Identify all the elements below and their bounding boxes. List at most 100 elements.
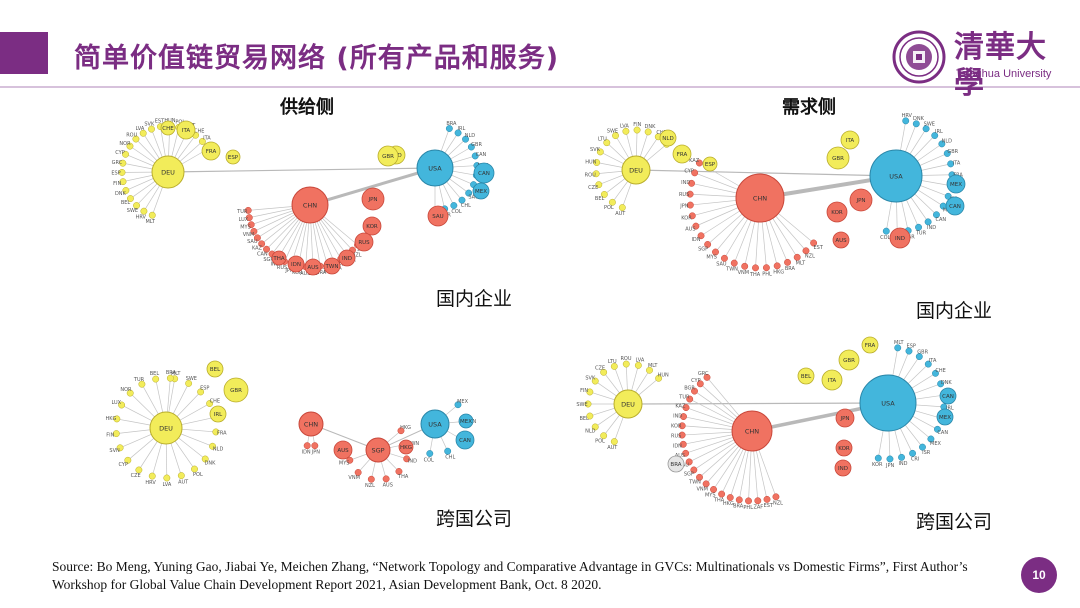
leaf-node <box>596 148 604 156</box>
leaf-label: ROU <box>126 133 137 139</box>
leaf-label: CRI <box>911 457 919 463</box>
hub-label: USA <box>881 400 895 408</box>
leaf-node <box>752 264 759 272</box>
leaf-node <box>686 201 694 209</box>
leaf-node <box>927 435 935 443</box>
leaf-node <box>201 455 209 463</box>
leaf-node <box>688 212 696 220</box>
leaf-node <box>163 474 171 482</box>
country-node <box>821 369 843 391</box>
leaf-label: MEX <box>457 399 468 405</box>
leaf-node <box>646 366 653 374</box>
leaf-label: AUS <box>300 271 310 277</box>
leaf-label: IND <box>673 413 682 419</box>
leaf-label: NZL <box>805 253 815 259</box>
leaf-node <box>730 259 738 267</box>
country-label: ESP <box>705 162 716 168</box>
caption-domestic-supply: 国内企业 <box>436 288 513 310</box>
leaf-label: PHL <box>762 272 772 278</box>
hub-node <box>731 410 773 452</box>
leaf-node <box>622 127 630 135</box>
leaf-node <box>198 138 206 145</box>
leaf-label: BEL <box>150 371 160 377</box>
country-node <box>835 439 853 457</box>
leaf-label: MLT <box>171 371 181 377</box>
hub-label: CHN <box>303 202 317 210</box>
leaf-node <box>704 241 712 248</box>
leaf-label: HKG <box>723 501 734 507</box>
leaf-label: LTU <box>608 359 617 365</box>
country-label: GBR <box>230 388 242 394</box>
leaf-label: LVA <box>636 358 645 364</box>
country-node <box>946 174 966 194</box>
country-node <box>826 146 850 170</box>
leaf-node <box>403 455 411 463</box>
supply-side-heading: 供给侧 <box>280 97 334 118</box>
country-label: MEX <box>939 415 951 421</box>
leaf-label: LUX <box>111 400 121 406</box>
leaf-label: AUS <box>383 483 393 489</box>
leaf-label: CHE <box>210 399 220 405</box>
leaf-node <box>932 369 939 377</box>
leaf-label: HUN <box>658 372 669 378</box>
hub-label: CHN <box>753 195 767 203</box>
country-label: CAN <box>949 204 961 210</box>
leaf-label: DNK <box>913 116 925 122</box>
leaf-label: ZAF <box>753 505 763 511</box>
leaf-node <box>688 179 696 187</box>
page-number-badge: 10 <box>1021 557 1057 593</box>
country-label: THA <box>272 256 284 262</box>
leaf-label: NLD <box>465 133 476 139</box>
leaf-node <box>682 404 690 412</box>
leaf-label: JPN <box>311 450 320 456</box>
country-node <box>354 232 374 252</box>
leaf-label: LUX <box>239 217 249 223</box>
leaf-node <box>919 443 926 451</box>
leaf-label: BGR <box>684 386 695 392</box>
country-label: FRA <box>865 343 876 349</box>
leaf-label: GRC <box>698 371 709 377</box>
leaf-node <box>133 202 140 210</box>
country-node <box>797 367 815 385</box>
leaf-node <box>924 360 932 368</box>
leaf-label: AUT <box>615 211 626 217</box>
university-name-cn: 清華大學 <box>954 30 1047 101</box>
hub-label: DEU <box>161 169 175 177</box>
country-node <box>271 250 287 266</box>
hub-label: USA <box>428 165 442 173</box>
caption-mne-demand: 跨国公司 <box>916 511 993 533</box>
hub-node <box>365 437 391 463</box>
leaf-node <box>354 469 362 476</box>
leaf-label: VNM <box>696 486 707 492</box>
leaf-label: SGP <box>684 471 694 477</box>
leaf-node <box>116 444 124 452</box>
leaf-label: KAZ <box>252 246 263 252</box>
title-divider <box>0 86 1080 88</box>
leaf-node <box>197 388 205 396</box>
leaf-label: DNK <box>204 461 216 467</box>
leaf-node <box>444 447 452 455</box>
leaf-node <box>679 440 687 448</box>
leaf-node <box>745 497 752 505</box>
leaf-node <box>311 442 319 450</box>
leaf-label: ROU <box>620 356 631 362</box>
leaf-node <box>367 475 375 483</box>
country-label: BRA <box>670 462 681 468</box>
leaf-label: NZL <box>773 500 783 506</box>
leaf-node <box>712 248 719 256</box>
leaf-node <box>703 373 711 381</box>
leaf-node <box>902 117 910 125</box>
leaf-node <box>618 204 626 212</box>
leaf-label: GBR <box>947 149 958 155</box>
leaf-label: IND <box>681 180 690 186</box>
country-node <box>338 249 356 267</box>
leaf-label: CHE <box>194 128 204 134</box>
hub-node <box>291 186 329 224</box>
leaf-node <box>126 195 134 203</box>
hub-link <box>167 167 436 173</box>
leaf-label: SVK <box>585 376 596 382</box>
leaf-node <box>603 139 611 147</box>
country-node <box>398 439 414 455</box>
leaf-node <box>686 190 694 198</box>
leaf-node <box>244 206 252 214</box>
